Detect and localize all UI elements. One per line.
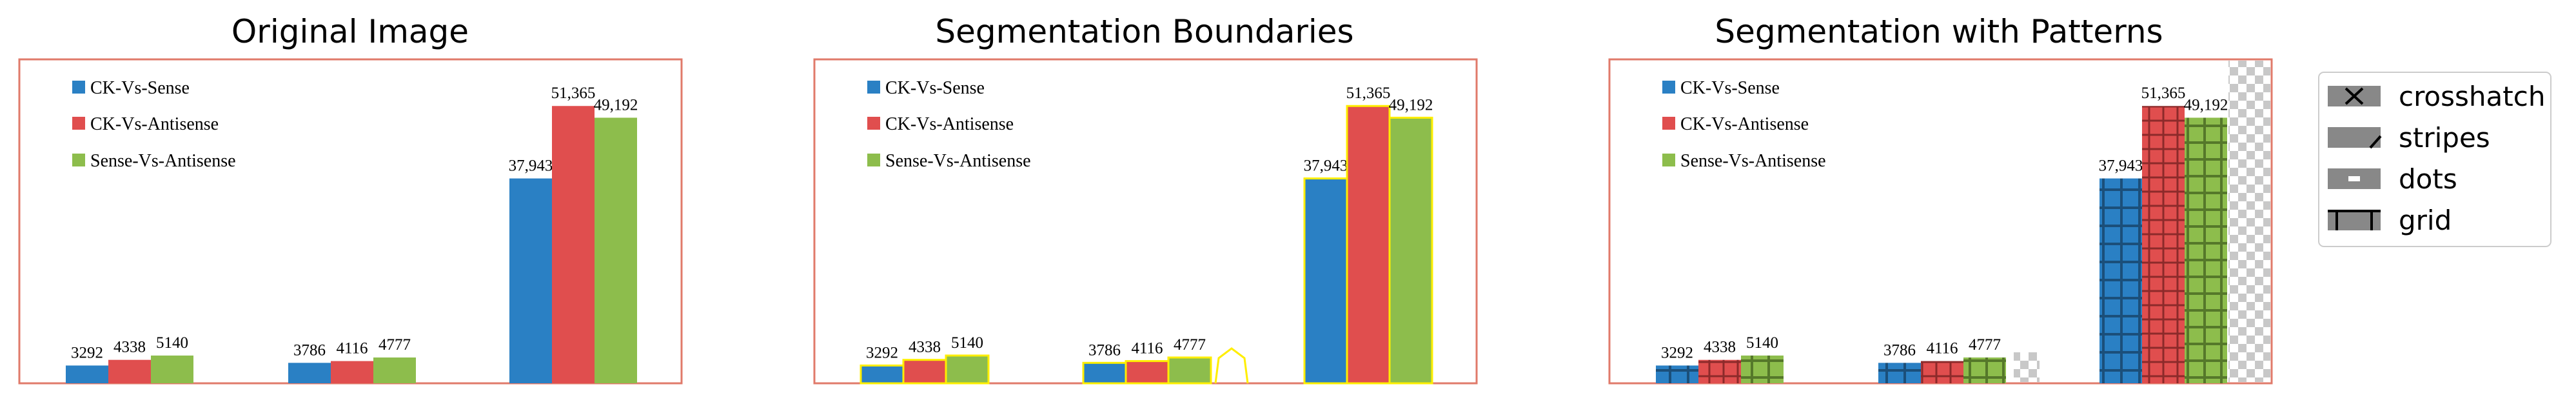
bar bbox=[2142, 106, 2185, 384]
legend-swatch bbox=[867, 81, 880, 94]
pattern-legend-box bbox=[2318, 72, 2551, 247]
crosshatch-icon bbox=[2328, 86, 2381, 106]
data-label: 3786 bbox=[1883, 341, 1916, 359]
data-label: 4338 bbox=[909, 339, 941, 356]
data-label: 4116 bbox=[336, 340, 368, 357]
bar bbox=[288, 363, 331, 383]
bar bbox=[66, 365, 108, 383]
legend-swatch bbox=[72, 81, 85, 94]
data-label: 51,365 bbox=[1346, 85, 1391, 102]
chart-original: 3292 3786 37,943 4338 4116 51,365 5140 4777 49,1… bbox=[66, 78, 638, 384]
data-label: 4777 bbox=[1174, 336, 1206, 354]
chart-patterns: 3292 3786 37,943 4338 4116 51,365 5140 4777 49,1… bbox=[1656, 61, 2270, 384]
data-label: 3786 bbox=[293, 341, 326, 359]
bar bbox=[1304, 178, 1347, 383]
legend-label: Sense-Vs-Antisense bbox=[90, 151, 236, 171]
legend-label: Sense-Vs-Antisense bbox=[1680, 151, 1826, 171]
bar bbox=[1126, 361, 1168, 383]
bar bbox=[1741, 355, 1784, 383]
bar bbox=[373, 357, 416, 383]
panel-title-original: Original Image bbox=[231, 13, 469, 50]
pattern-legend-label-stripes: stripes bbox=[2399, 122, 2490, 154]
panel-title-boundaries: Segmentation Boundaries bbox=[935, 13, 1353, 50]
bar bbox=[552, 106, 595, 384]
data-label: 5140 bbox=[951, 334, 983, 352]
data-label: 49,192 bbox=[2184, 96, 2228, 114]
data-label: 3292 bbox=[71, 344, 103, 361]
bar bbox=[331, 361, 373, 383]
data-label: 4338 bbox=[113, 339, 146, 356]
bar bbox=[1656, 365, 1698, 383]
pattern-legend-label-dots: dots bbox=[2399, 163, 2457, 195]
data-label: 37,943 bbox=[2099, 157, 2143, 175]
bar-boundary bbox=[945, 354, 990, 385]
legend-label: CK-Vs-Sense bbox=[885, 78, 985, 98]
bar bbox=[903, 359, 946, 383]
bar bbox=[509, 178, 552, 383]
bar bbox=[1347, 106, 1390, 384]
legend-swatch bbox=[1662, 154, 1675, 166]
legend-swatch bbox=[72, 154, 85, 166]
bar bbox=[1168, 357, 1211, 383]
data-label: 4777 bbox=[1969, 336, 2001, 354]
pattern-legend-label-grid: grid bbox=[2399, 205, 2452, 236]
data-label: 4777 bbox=[379, 336, 411, 354]
data-label: 49,192 bbox=[594, 96, 638, 114]
data-label: 4116 bbox=[1131, 340, 1163, 357]
panel-title-patterns: Segmentation with Patterns bbox=[1715, 13, 2163, 50]
legend-swatch bbox=[72, 117, 85, 130]
legend-label: Sense-Vs-Antisense bbox=[885, 151, 1031, 171]
bar bbox=[151, 355, 193, 383]
data-label: 5140 bbox=[156, 334, 188, 352]
bar bbox=[1878, 363, 1921, 383]
chart-boundaries: 3292 3786 37,943 4338 4116 51,365 5140 4777 49,1… bbox=[860, 78, 1433, 385]
legend-label: CK-Vs-Sense bbox=[1680, 78, 1780, 98]
data-label: 37,943 bbox=[509, 157, 553, 175]
legend-label: CK-Vs-Sense bbox=[90, 78, 190, 98]
legend-swatch bbox=[1662, 117, 1675, 130]
bar bbox=[861, 365, 903, 383]
bar bbox=[1698, 359, 1741, 383]
pattern-legend: crosshatch stripes dots grid bbox=[2318, 72, 2551, 247]
bar bbox=[2185, 117, 2227, 383]
legend-label: CK-Vs-Antisense bbox=[90, 114, 219, 134]
data-label: 3292 bbox=[1661, 344, 1693, 361]
bar bbox=[946, 355, 988, 383]
bar bbox=[2099, 178, 2142, 383]
dots-icon bbox=[2328, 168, 2381, 189]
grid-icon bbox=[2328, 210, 2381, 230]
segment-region bbox=[2228, 61, 2270, 382]
bar bbox=[1963, 357, 2006, 383]
data-label: 51,365 bbox=[551, 85, 596, 102]
bar bbox=[1083, 363, 1126, 383]
legend-swatch bbox=[1662, 81, 1675, 94]
data-label: 37,943 bbox=[1304, 157, 1348, 175]
data-label: 51,365 bbox=[2141, 85, 2186, 102]
bar-boundary bbox=[1167, 356, 1212, 385]
data-label: 4116 bbox=[1926, 340, 1958, 357]
legend-label: CK-Vs-Antisense bbox=[885, 114, 1014, 134]
segment-region bbox=[2014, 352, 2040, 382]
data-label: 5140 bbox=[1746, 334, 1778, 352]
bar bbox=[1921, 361, 1963, 383]
bar bbox=[108, 359, 151, 383]
bar-boundary bbox=[1388, 116, 1433, 385]
data-label: 3292 bbox=[866, 344, 898, 361]
segment-boundary bbox=[1214, 347, 1249, 384]
legend-label: CK-Vs-Antisense bbox=[1680, 114, 1809, 134]
stripes-icon bbox=[2328, 127, 2382, 149]
data-label: 49,192 bbox=[1389, 96, 1433, 114]
data-label: 4338 bbox=[1704, 339, 1736, 356]
bar bbox=[595, 117, 637, 383]
bar bbox=[1390, 117, 1432, 383]
pattern-legend-label-crosshatch: crosshatch bbox=[2399, 81, 2545, 112]
data-label: 3786 bbox=[1088, 341, 1121, 359]
legend-swatch bbox=[867, 117, 880, 130]
legend-swatch bbox=[867, 154, 880, 166]
